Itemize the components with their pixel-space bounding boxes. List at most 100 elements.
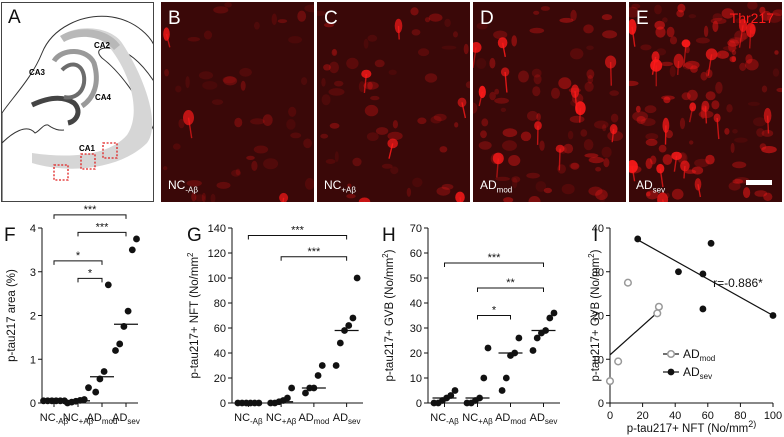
stain-blob — [418, 48, 430, 57]
stain-blob — [463, 43, 469, 55]
stain-blob — [476, 22, 488, 30]
data-point — [515, 334, 523, 342]
stain-blob — [662, 154, 673, 166]
stain-blob — [532, 86, 541, 97]
stained-neuron — [656, 163, 665, 174]
neuron-process — [738, 25, 744, 48]
data-point — [447, 392, 455, 399]
neuron-process — [677, 60, 680, 75]
stain-blob — [444, 18, 451, 28]
data-point — [699, 270, 707, 278]
data-point — [654, 302, 663, 311]
y-tick-label: 60 — [410, 248, 422, 260]
stain-blob — [328, 88, 345, 96]
stain-blob — [663, 96, 671, 104]
data-point — [302, 389, 309, 397]
stain-blob — [495, 176, 510, 181]
stained-neuron — [387, 138, 398, 149]
stain-blob — [610, 113, 619, 123]
y-tick-label: 0 — [598, 398, 604, 410]
data-point — [614, 357, 623, 366]
stain-blob — [721, 8, 735, 19]
x-tick-label: ADsev — [333, 412, 361, 426]
stain-blob — [739, 62, 747, 71]
panel-letter-b: B — [168, 8, 181, 29]
stain-blob — [332, 48, 337, 56]
stain-blob — [439, 146, 448, 153]
stained-neuron — [358, 197, 371, 202]
data-point — [349, 314, 357, 322]
significance-stars: *** — [488, 252, 502, 264]
y-axis-label: p-tau217+ GVB (No/mm2) — [587, 249, 602, 381]
stain-blob — [433, 113, 447, 122]
stain-blob — [569, 115, 585, 123]
legend-label: ADsev — [683, 365, 712, 381]
x-tick-label: ADsev — [112, 412, 140, 426]
stain-blob — [529, 27, 545, 34]
stained-neuron — [657, 192, 669, 202]
stain-blob — [772, 68, 780, 77]
stain-blob — [424, 73, 438, 83]
stain-blob — [540, 6, 550, 11]
stain-blob — [640, 118, 656, 127]
neuron-process — [579, 108, 582, 123]
stain-blob — [745, 58, 759, 71]
ca-band — [32, 28, 153, 169]
stained-neuron — [629, 160, 638, 173]
ca2-band — [60, 29, 120, 50]
stain-blob — [489, 57, 496, 69]
stain-blob — [489, 91, 496, 101]
significance-bracket — [53, 214, 127, 219]
micrograph-d: D ADmod — [473, 2, 626, 202]
micrograph-c-image — [317, 2, 470, 202]
stain-blob — [366, 132, 379, 142]
stain-blob — [671, 188, 684, 200]
data-point — [112, 347, 119, 354]
stain-blob — [584, 153, 599, 158]
y-tick-label: 20 — [214, 373, 226, 385]
y-tick-label: 40 — [410, 298, 422, 310]
stain-blob — [599, 194, 606, 202]
stain-blob — [329, 122, 340, 129]
stain-blob — [563, 143, 574, 154]
stain-blob — [173, 143, 181, 150]
data-point — [707, 239, 715, 247]
neuron-process — [683, 43, 687, 67]
neuron-process — [631, 26, 636, 47]
micrograph-b: B NC-Aβ — [161, 2, 314, 202]
data-point — [480, 374, 488, 382]
stain-blob — [646, 191, 651, 197]
stain-blob — [635, 105, 641, 113]
stained-neuron — [671, 151, 682, 161]
stain-blob — [271, 13, 277, 26]
neuron-process — [688, 106, 694, 123]
x-tick-label: 0 — [607, 410, 613, 422]
regression-line — [637, 239, 774, 317]
significance-stars: *** — [291, 225, 305, 237]
neuron-process — [661, 199, 664, 202]
stain-blob — [240, 80, 246, 91]
data-point — [133, 235, 140, 243]
dentate-layer-outer — [51, 49, 99, 109]
stain-blob — [494, 97, 509, 104]
stain-blob — [531, 68, 542, 78]
micrograph-e: E Thr217 ADsev — [629, 2, 782, 202]
stain-blob — [609, 90, 619, 96]
stain-blob — [602, 30, 618, 39]
stain-blob — [595, 166, 602, 172]
stain-blob — [584, 81, 594, 92]
x-tick-label: 40 — [669, 410, 681, 422]
stain-blob — [561, 183, 575, 195]
stain-blob — [761, 146, 777, 154]
stain-blob — [677, 3, 686, 13]
panel-letter-i: I — [593, 225, 598, 246]
stain-blob — [222, 76, 236, 84]
stain-blob — [690, 65, 698, 73]
stain-blob — [304, 4, 314, 13]
stain-blob — [761, 129, 774, 137]
stain-blob — [346, 194, 356, 199]
y-tick-label: 120 — [208, 248, 226, 260]
significance-bracket — [477, 315, 511, 320]
stain-blob — [424, 17, 431, 23]
stain-blob — [213, 6, 229, 14]
